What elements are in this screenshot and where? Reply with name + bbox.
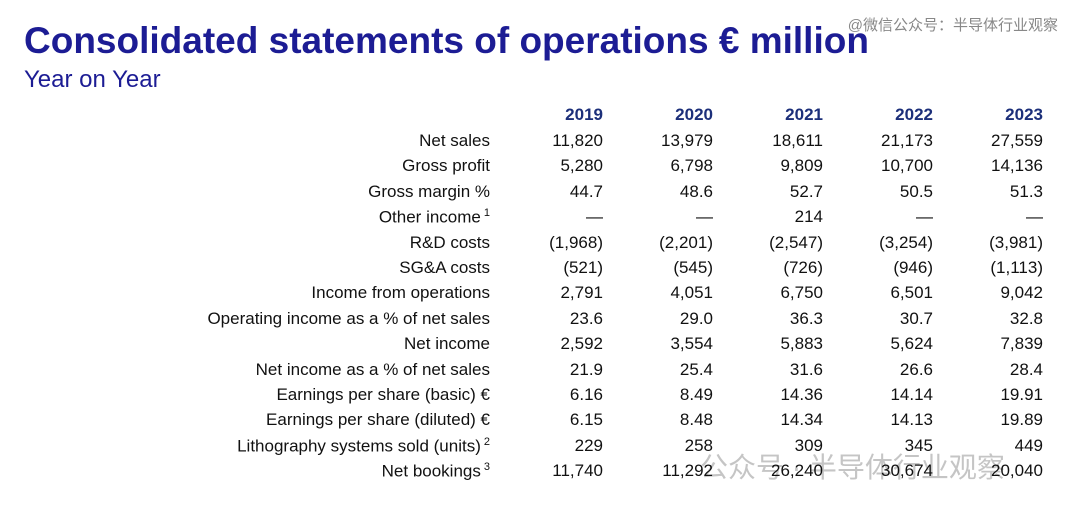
cell: 3,554 [670, 334, 713, 354]
cell: 23.6 [569, 308, 603, 328]
cell: (2,201) [659, 232, 713, 252]
cell: 48.6 [679, 181, 713, 201]
cell: 31.6 [789, 359, 823, 379]
cell: 14.36 [780, 385, 823, 404]
cell: (545) [673, 258, 713, 277]
cell: 6.16 [569, 385, 603, 404]
row-label: Gross profit [402, 156, 490, 176]
footnote-ref: 2 [483, 435, 490, 448]
column-header: 2020 [675, 105, 713, 124]
cell: 27,559 [991, 131, 1043, 150]
column-header: 2021 [785, 105, 823, 124]
subtitle: Year on Year [24, 66, 161, 93]
row-label: Gross margin % [368, 181, 490, 201]
cell: 8.49 [679, 385, 713, 404]
watermark: @微信公众号：半导体行业观察 [847, 17, 1058, 34]
cell: 51.3 [1009, 181, 1043, 201]
cell: 9,042 [1000, 283, 1043, 303]
cell: 32.8 [1009, 308, 1043, 328]
cell: 30.7 [899, 308, 933, 328]
cell: 21,173 [881, 131, 933, 150]
cell: 7,839 [1000, 334, 1043, 354]
row-label: Earnings per share (basic) € [276, 385, 490, 404]
cell: (946) [893, 258, 933, 277]
column-header: 2022 [895, 105, 933, 124]
cell: 309 [794, 435, 823, 455]
cell: 5,883 [780, 334, 823, 354]
cell: 4,051 [670, 283, 713, 303]
title: Consolidated statements of operations € … [24, 20, 869, 61]
cell: 6,501 [890, 283, 933, 303]
cell: (2,547) [769, 232, 823, 252]
cell: 9,809 [780, 156, 823, 176]
row-label: Net sales [419, 131, 490, 150]
cell: 20,040 [991, 461, 1043, 481]
cell: 13,979 [661, 131, 713, 150]
cell: (3,981) [989, 232, 1043, 252]
cell: (3,254) [879, 232, 933, 252]
cell: 2,791 [560, 283, 603, 303]
cell: 345 [904, 435, 933, 455]
row-label: Operating income as a % of net sales [207, 308, 490, 328]
cell: (726) [783, 258, 823, 277]
cell: 26.6 [899, 359, 933, 379]
cell: 6,750 [780, 283, 823, 303]
cell: 6,798 [670, 156, 713, 176]
cell: 8.48 [679, 410, 713, 430]
cell: (521) [563, 258, 603, 277]
row-label: Earnings per share (diluted) € [266, 410, 490, 430]
column-header: 2023 [1005, 105, 1043, 124]
cell: 28.4 [1009, 359, 1043, 379]
row-label: Net income [404, 334, 490, 354]
column-header: 2019 [565, 105, 603, 124]
cell: 229 [574, 435, 603, 455]
cell: 14.13 [890, 410, 933, 430]
row-label: Other income 1 [378, 207, 490, 227]
cell: 30,674 [881, 461, 933, 481]
cell: 14.34 [780, 410, 823, 430]
cell: 258 [684, 435, 713, 455]
cell: 6.15 [569, 410, 603, 430]
row-label: R&D costs [409, 232, 490, 252]
cell: 10,700 [881, 156, 933, 176]
cell: 14,136 [991, 156, 1043, 176]
row-label: Net bookings 3 [381, 461, 490, 481]
cell: — [1026, 207, 1043, 227]
cell: 449 [1014, 435, 1043, 455]
cell: 11,820 [552, 131, 603, 150]
cell: 36.3 [789, 308, 823, 328]
cell: (1,968) [549, 232, 603, 252]
cell: 2,592 [560, 334, 603, 354]
cell: 21.9 [569, 359, 603, 379]
cell: 29.0 [679, 308, 713, 328]
cell: 5,624 [890, 334, 933, 354]
cell: — [916, 207, 933, 227]
cell: 25.4 [679, 359, 713, 379]
row-label: Income from operations [311, 283, 490, 303]
cell: 18,611 [772, 131, 823, 150]
cell: 52.7 [789, 181, 823, 201]
cell: 50.5 [899, 181, 933, 201]
cell: 19.89 [1000, 410, 1043, 430]
cell: — [696, 207, 713, 227]
cell: 19.91 [1000, 385, 1043, 404]
cell: 44.7 [569, 181, 603, 201]
row-label: Lithography systems sold (units) 2 [237, 435, 490, 456]
cell: 26,240 [771, 461, 823, 481]
cell: 11,292 [662, 461, 713, 481]
row-label: SG&A costs [399, 258, 490, 277]
row-label: Net income as a % of net sales [255, 359, 490, 379]
watermark: 公众号 · 半导体行业观察 [700, 452, 1005, 483]
cell: 214 [794, 207, 823, 227]
cell: 14.14 [890, 385, 933, 404]
footnote-ref: 3 [483, 461, 490, 474]
cell: 11,740 [552, 461, 603, 481]
cell: (1,113) [990, 258, 1043, 277]
cell: 5,280 [560, 156, 603, 176]
footnote-ref: 1 [483, 207, 490, 220]
cell: — [586, 207, 603, 227]
